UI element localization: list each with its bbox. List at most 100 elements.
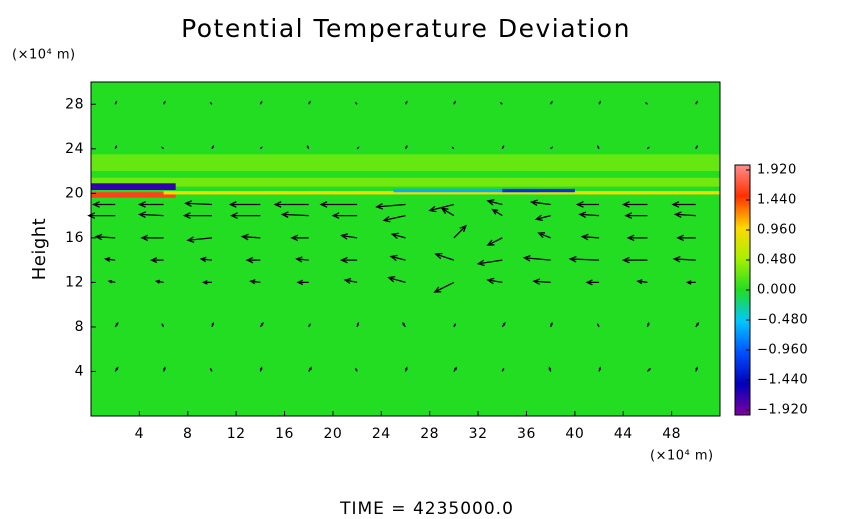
wind-arrow <box>390 232 406 239</box>
wind-arrow <box>162 366 166 372</box>
wind-arrow <box>404 100 408 105</box>
x-tick-label: 4 <box>135 426 144 442</box>
wind-arrow <box>387 276 406 284</box>
wind-arrow <box>389 254 406 262</box>
wind-arrow <box>476 259 503 267</box>
wind-arrow <box>209 101 213 105</box>
wind-arrow <box>451 146 455 150</box>
wind-arrow <box>339 256 358 264</box>
y-tick-label: 20 <box>65 185 84 201</box>
wind-arrow <box>636 279 648 285</box>
wind-arrow <box>695 100 698 105</box>
wind-arrow <box>280 211 309 218</box>
wind-arrow <box>673 211 696 219</box>
wind-arrow <box>107 279 116 284</box>
wind-arrow <box>259 146 263 150</box>
wind-arrow <box>568 255 600 263</box>
x-tick-label: 16 <box>275 426 294 442</box>
wind-arrow <box>499 101 503 105</box>
wind-arrow <box>598 100 601 105</box>
wind-arrow <box>404 144 408 150</box>
wind-arrow <box>308 100 311 105</box>
wind-arrow <box>94 233 116 241</box>
wind-arrow <box>211 321 214 328</box>
wind-arrow <box>210 367 213 372</box>
x-tick-label: 32 <box>469 426 488 442</box>
wind-arrow <box>343 278 358 285</box>
x-tick-label: 48 <box>662 426 681 442</box>
wind-arrow <box>672 255 696 263</box>
wind-arrow <box>375 203 406 210</box>
colorbar-tick-label: −1.440 <box>757 373 808 388</box>
wind-arrow <box>676 234 696 242</box>
colorbar-tick-label: 0.480 <box>757 253 797 268</box>
wind-arrow <box>433 281 455 293</box>
colorbar-tick-label: 0.000 <box>757 283 797 298</box>
wind-arrow <box>646 146 650 150</box>
x-tick-label: 12 <box>227 426 246 442</box>
wind-arrow <box>597 144 600 150</box>
wind-arrow <box>486 237 503 246</box>
wind-arrow <box>259 322 264 328</box>
x-tick-label: 8 <box>183 426 192 442</box>
wind-arrow <box>183 200 212 207</box>
y-axis-label: Height <box>29 218 50 281</box>
wind-arrow <box>453 323 456 328</box>
wind-arrow <box>331 212 358 219</box>
wind-arrow <box>453 100 456 105</box>
wind-arrow <box>249 279 261 285</box>
wind-arrow <box>621 201 648 208</box>
field-patch <box>502 188 575 193</box>
wind-arrow <box>626 234 648 242</box>
wind-arrow <box>308 323 311 328</box>
field-patch <box>91 183 176 190</box>
wind-arrow <box>453 366 458 372</box>
wind-arrow <box>624 212 648 219</box>
wind-arrow <box>140 234 164 242</box>
wind-arrow <box>182 212 212 219</box>
wind-arrow <box>501 322 506 328</box>
wind-arrow <box>259 100 263 105</box>
wind-arrow <box>685 280 696 285</box>
y-tick-label: 24 <box>65 141 84 157</box>
wind-arrow <box>529 199 551 207</box>
wind-arrow <box>296 279 309 286</box>
wind-arrow <box>186 236 213 243</box>
colorbar-tick-label: −0.960 <box>757 343 808 358</box>
colorbar-tick-label: 0.960 <box>757 223 797 238</box>
wind-arrow <box>621 256 648 264</box>
wind-arrow <box>428 203 455 213</box>
wind-arrow <box>356 146 360 150</box>
wind-arrow <box>522 254 551 262</box>
wind-arrow <box>355 367 358 372</box>
wind-arrow <box>356 321 360 328</box>
wind-arrow <box>491 208 503 217</box>
colorbar-tick-label: 1.440 <box>757 193 797 208</box>
wind-arrow <box>440 207 455 217</box>
wind-arrow <box>137 211 164 218</box>
x-tick-label: 40 <box>565 426 584 442</box>
wind-arrow <box>537 232 551 239</box>
wind-arrow <box>575 201 600 208</box>
y-tick-label: 16 <box>65 230 84 246</box>
plot-frame <box>90 81 721 417</box>
wind-arrow <box>295 256 309 263</box>
wind-arrow <box>695 366 698 372</box>
wind-arrow <box>532 278 551 285</box>
wind-arrow <box>259 366 263 372</box>
wind-arrow <box>161 146 165 150</box>
wind-arrow <box>580 233 600 241</box>
wind-arrow <box>501 367 505 372</box>
x-unit: (×10⁴ m) <box>650 449 714 464</box>
wind-arrow <box>597 323 600 328</box>
y-tick-label: 4 <box>75 363 84 379</box>
field-background <box>91 82 720 416</box>
colorbar-tick-label: −1.920 <box>757 403 808 418</box>
field-patch <box>91 192 176 198</box>
colorbar-tick-label: 1.920 <box>757 163 797 178</box>
wind-arrow <box>550 146 553 150</box>
wind-arrow <box>114 100 118 105</box>
wind-arrow <box>402 322 407 328</box>
wind-arrow <box>104 256 116 262</box>
